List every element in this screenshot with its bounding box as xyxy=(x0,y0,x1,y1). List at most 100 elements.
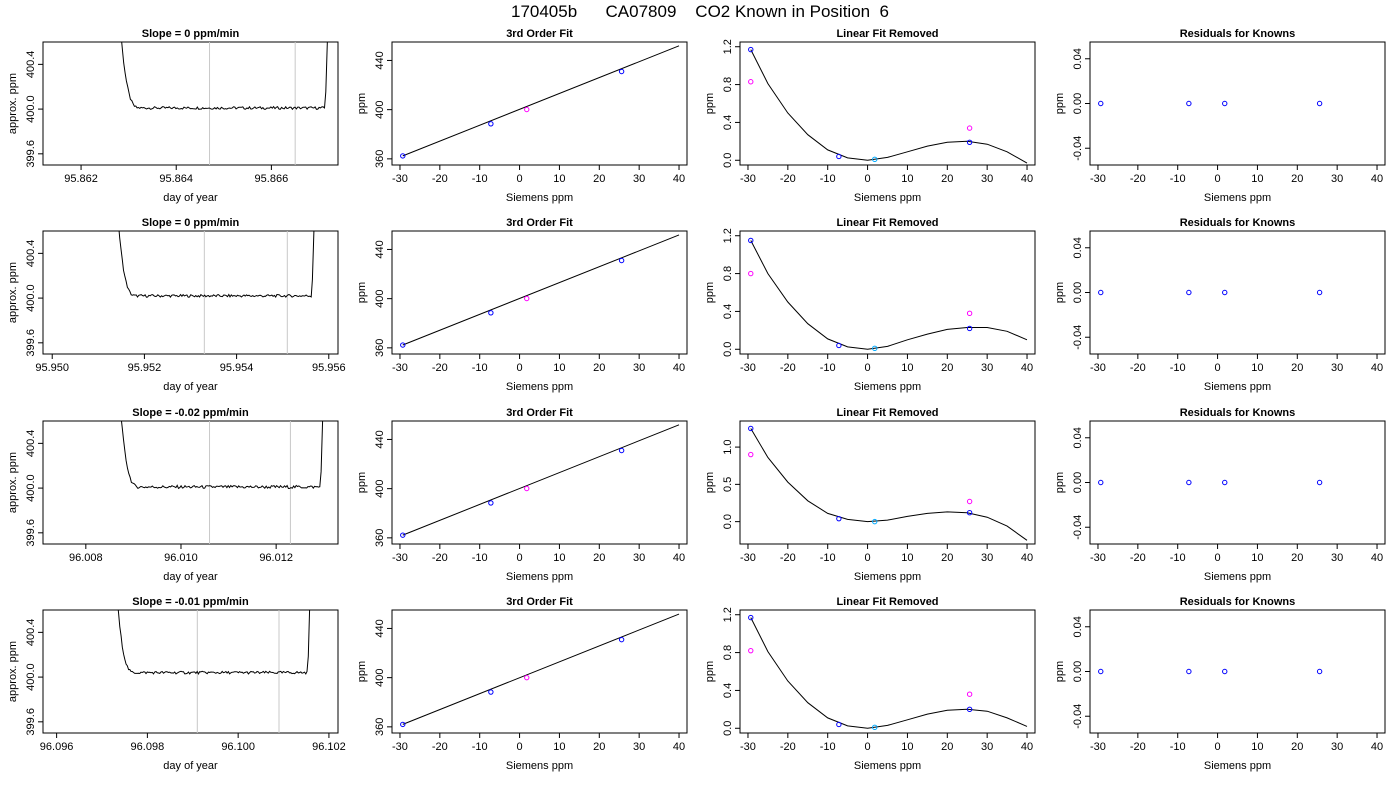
x-tick-label: -20 xyxy=(780,741,796,753)
x-tick-label: 0 xyxy=(517,552,523,564)
fit-line xyxy=(402,424,680,536)
x-tick-label: -20 xyxy=(1130,552,1146,564)
y-tick-label: 1.2 xyxy=(722,607,734,622)
data-point xyxy=(1316,479,1323,486)
x-axis-label: day of year xyxy=(163,571,218,583)
x-tick-label: -10 xyxy=(472,741,488,753)
x-tick-label: -20 xyxy=(780,552,796,564)
y-tick-label: 400 xyxy=(374,479,386,497)
x-tick-label: -30 xyxy=(392,173,408,185)
y-tick-label: 400.0 xyxy=(25,95,37,123)
x-tick-label: 0 xyxy=(517,362,523,374)
y-tick-label: 0.0 xyxy=(722,342,734,357)
y-tick-label: 399.6 xyxy=(25,329,37,357)
plot-area xyxy=(400,424,680,538)
x-tick-label: 30 xyxy=(1331,552,1343,564)
x-tick-label: -20 xyxy=(1130,741,1146,753)
data-point xyxy=(1222,479,1228,486)
plot-frame xyxy=(391,609,688,734)
data-point xyxy=(836,153,842,160)
x-tick-label: 40 xyxy=(1021,362,1033,374)
x-tick-label: 20 xyxy=(941,741,953,753)
y-tick-label: 400.0 xyxy=(25,663,37,691)
y-axis-label: ppm xyxy=(704,282,716,303)
x-tick-label: -30 xyxy=(1090,552,1106,564)
x-tick-label: 95.866 xyxy=(255,173,289,185)
x-tick-label: -30 xyxy=(392,362,408,374)
x-tick-label: 95.952 xyxy=(128,362,162,374)
x-tick-label: 96.102 xyxy=(312,741,346,753)
y-tick-label: -0.04 xyxy=(1072,704,1084,729)
x-axis-label: Siemens ppm xyxy=(854,760,921,772)
panel-title: Slope = -0.01 ppm/min xyxy=(132,596,249,608)
x-tick-label: -20 xyxy=(780,362,796,374)
data-point xyxy=(524,106,530,113)
fit-curve xyxy=(750,428,1028,541)
data-point xyxy=(1186,479,1192,486)
x-tick-label: 0 xyxy=(865,362,871,374)
data-point xyxy=(1098,479,1104,486)
data-point xyxy=(524,485,530,492)
x-tick-label: -10 xyxy=(1170,362,1186,374)
x-tick-label: 40 xyxy=(1021,173,1033,185)
x-tick-label: -30 xyxy=(392,552,408,564)
plot-area xyxy=(120,421,324,544)
x-tick-label: -10 xyxy=(820,362,836,374)
x-axis-label: Siemens ppm xyxy=(506,381,573,393)
data-point xyxy=(872,518,878,525)
x-tick-label: 30 xyxy=(633,173,645,185)
y-tick-label: 1.2 xyxy=(722,228,734,243)
x-tick-label: 0 xyxy=(865,741,871,753)
plot-frame xyxy=(391,230,688,355)
y-tick-label: 440 xyxy=(374,619,386,637)
x-tick-label: -10 xyxy=(820,552,836,564)
x-tick-label: 96.008 xyxy=(69,552,103,564)
plot-area xyxy=(1098,289,1323,296)
y-tick-label: -0.04 xyxy=(1072,515,1084,540)
y-axis-label: ppm xyxy=(704,472,716,493)
fit-curve xyxy=(750,617,1028,729)
x-tick-label: 20 xyxy=(941,362,953,374)
y-tick-label: 440 xyxy=(374,430,386,448)
ppm-trace xyxy=(121,42,328,111)
data-point xyxy=(748,79,754,85)
panel-title: Linear Fit Removed xyxy=(836,596,938,608)
y-tick-label: 360 xyxy=(374,339,386,357)
x-tick-label: 0 xyxy=(1215,741,1221,753)
y-tick-label: 400 xyxy=(374,100,386,118)
data-point xyxy=(488,500,494,506)
x-tick-label: 30 xyxy=(981,362,993,374)
y-tick-label: 440 xyxy=(374,51,386,69)
y-axis-label: ppm xyxy=(1054,93,1066,114)
plot-area xyxy=(400,234,680,348)
x-axis-label: Siemens ppm xyxy=(506,192,573,204)
x-axis-label: Siemens ppm xyxy=(1204,381,1271,393)
data-point xyxy=(748,425,754,432)
y-tick-label: 400.0 xyxy=(25,474,37,502)
x-tick-label: 10 xyxy=(901,741,913,753)
data-point xyxy=(1222,289,1228,296)
panel-title: Slope = -0.02 ppm/min xyxy=(132,407,249,419)
x-tick-label: -10 xyxy=(820,741,836,753)
x-tick-label: 10 xyxy=(1251,552,1263,564)
y-tick-label: 0.8 xyxy=(722,77,734,92)
y-tick-label: 0.4 xyxy=(722,115,734,130)
y-tick-label: 440 xyxy=(374,240,386,258)
y-tick-label: 0.5 xyxy=(722,477,734,492)
x-tick-label: 95.954 xyxy=(220,362,254,374)
plot-frame xyxy=(42,230,339,355)
fit-curve xyxy=(750,240,1028,350)
plot-area xyxy=(400,45,680,159)
data-point xyxy=(748,647,754,654)
x-tick-label: 95.950 xyxy=(35,362,69,374)
data-point xyxy=(966,325,973,332)
data-point xyxy=(748,270,754,277)
plot-frame xyxy=(391,41,688,166)
x-tick-label: 40 xyxy=(673,362,685,374)
x-tick-label: -30 xyxy=(1090,741,1106,753)
plot-frame xyxy=(1089,420,1386,545)
data-point xyxy=(618,447,625,454)
panel-4-2: 3rd Order Fit -30 -20 -10 0 10 20 30 40 360 400 440… xyxy=(356,596,688,772)
x-tick-label: 0 xyxy=(865,552,871,564)
x-tick-label: 40 xyxy=(1371,741,1383,753)
